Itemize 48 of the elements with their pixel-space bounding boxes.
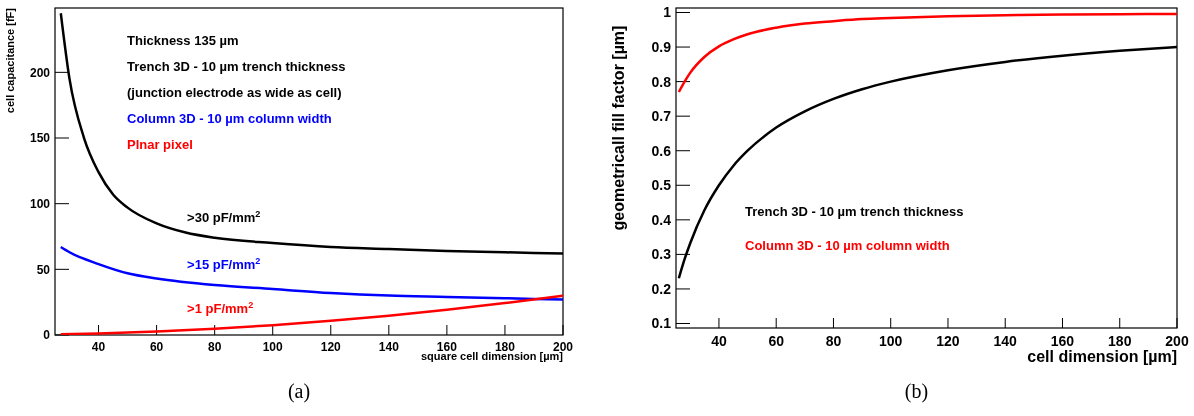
annotation: >30 pF/mm$^{2}$ — [187, 208, 261, 225]
text: Column 3D - 10 µm column width — [127, 111, 332, 126]
y-axis-title: geometricall fill factor [µm] — [610, 25, 627, 231]
annotation: >1 pF/mm$^{2}$ — [187, 299, 254, 316]
y-tick-label: 0.3 — [651, 246, 672, 263]
x-tick-label: 180 — [1108, 333, 1132, 349]
line-series — [677, 12, 1177, 94]
y-tick-label: 0.8 — [651, 73, 672, 90]
y-tick-label: 0 — [43, 328, 51, 343]
text: Trench 3D - 10 µm trench thickness — [127, 59, 346, 74]
x-tick-label: 80 — [825, 333, 842, 349]
x-tick-label: 40 — [91, 340, 106, 354]
x-tick-label: 120 — [936, 333, 960, 349]
line-series — [59, 294, 563, 335]
y-tick-label: 0.2 — [651, 280, 672, 297]
text: Trench 3D - 10 µm trench thickness — [745, 204, 964, 219]
x-tick-label: 160 — [1050, 333, 1075, 349]
y-tick-label: 100 — [29, 196, 51, 211]
y-tick-label: 0.7 — [651, 108, 672, 125]
y-tick-label: 200 — [29, 65, 51, 80]
x-tick-label: 100 — [879, 333, 903, 349]
x-axis-title: cell dimension [µm] — [1027, 348, 1177, 365]
x-tick-label: 120 — [320, 340, 342, 354]
y-tick-label: 0.9 — [651, 38, 672, 55]
annotation: (junction electrode as wide as cell) — [127, 85, 342, 100]
y-tick-label: 0.6 — [651, 142, 672, 159]
x-tick-label: 60 — [768, 333, 785, 349]
annotation: >15 pF/mm$^{2}$ — [187, 256, 261, 273]
text: (a) — [287, 380, 311, 403]
x-tick-label: 140 — [378, 340, 400, 354]
text: Column 3D - 10 µm column width — [745, 238, 950, 253]
text: (b) — [904, 380, 929, 403]
annotation: Thickness 135 µm — [127, 33, 239, 48]
y-tick-label: 0.5 — [651, 177, 672, 194]
x-tick-label: 140 — [993, 333, 1018, 349]
y-axis-title: cell capacitance [fF] — [4, 7, 16, 114]
y-tick-label: 0.1 — [651, 315, 672, 332]
x-tick-label: 200 — [1165, 333, 1189, 349]
x-tick-label: 100 — [262, 340, 284, 354]
y-tick-label: 150 — [29, 131, 51, 146]
line-series — [59, 245, 563, 301]
x-tick-label: 80 — [207, 340, 222, 354]
x-tick-label: 40 — [711, 333, 727, 349]
x-tick-label: 60 — [149, 340, 164, 354]
y-tick-label: 1 — [663, 4, 672, 21]
y-tick-label: 50 — [36, 262, 51, 277]
y-tick-label: 0.4 — [651, 211, 672, 228]
text: Plnar pixel — [127, 137, 193, 152]
